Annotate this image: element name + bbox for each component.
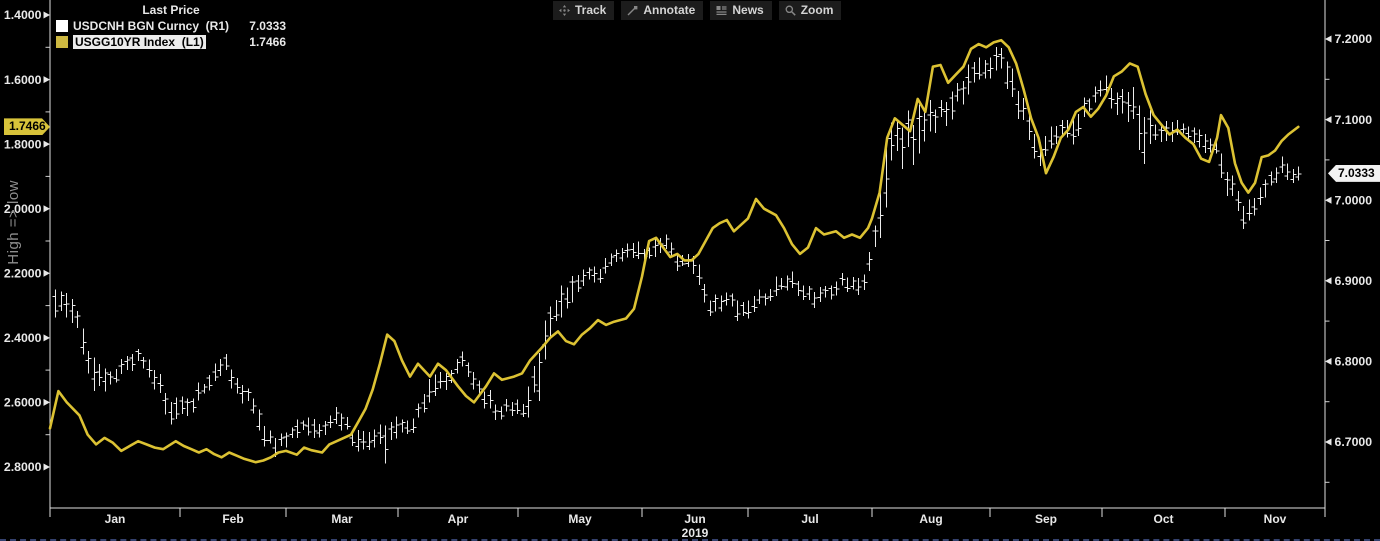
usgg10yr-last-value: 1.7466 bbox=[249, 35, 286, 49]
usdcnh-swatch bbox=[56, 20, 68, 32]
svg-text:2.4000: 2.4000 bbox=[4, 331, 42, 345]
svg-text:2.6000: 2.6000 bbox=[4, 396, 42, 410]
news-icon bbox=[716, 5, 727, 15]
svg-text:Nov: Nov bbox=[1264, 512, 1287, 526]
svg-text:Oct: Oct bbox=[1153, 512, 1173, 526]
legend-row-usdcnh[interactable]: USDCNH BGN Curncy (R1) 7.0333 bbox=[56, 18, 286, 34]
window-bottom-divider bbox=[0, 539, 1380, 541]
track-button[interactable]: Track bbox=[553, 1, 615, 20]
svg-text:7.0000: 7.0000 bbox=[1335, 193, 1373, 207]
usgg10yr-last-price-badge: 1.7466 bbox=[4, 118, 50, 136]
svg-text:2.8000: 2.8000 bbox=[4, 460, 42, 474]
svg-text:2019: 2019 bbox=[682, 526, 709, 540]
svg-text:Feb: Feb bbox=[222, 512, 243, 526]
svg-text:Jun: Jun bbox=[684, 512, 705, 526]
svg-text:May: May bbox=[568, 512, 592, 526]
news-button[interactable]: News bbox=[710, 1, 772, 20]
usgg10yr-line-series bbox=[48, 38, 1300, 464]
annotate-icon bbox=[627, 5, 638, 15]
svg-text:2.2000: 2.2000 bbox=[4, 267, 42, 281]
usgg10yr-label: USGG10YR Index (L1) bbox=[73, 35, 206, 49]
annotate-button[interactable]: Annotate bbox=[621, 1, 704, 20]
usdcnh-last-price-badge: 7.0333 bbox=[1328, 164, 1380, 182]
svg-text:Sep: Sep bbox=[1035, 512, 1057, 526]
svg-text:6.7000: 6.7000 bbox=[1335, 435, 1373, 449]
track-icon bbox=[559, 4, 570, 16]
chart-toolbar: Track Annotate News Zoom bbox=[553, 1, 842, 20]
svg-text:2.0000: 2.0000 bbox=[4, 202, 42, 216]
svg-text:6.9000: 6.9000 bbox=[1335, 274, 1373, 288]
svg-text:7.2000: 7.2000 bbox=[1335, 32, 1373, 46]
usgg10yr-swatch bbox=[56, 36, 68, 48]
svg-text:6.8000: 6.8000 bbox=[1335, 355, 1373, 369]
usdcnh-ohlc-series bbox=[52, 47, 1302, 464]
usdcnh-label: USDCNH BGN Curncy (R1) bbox=[73, 19, 230, 33]
svg-text:Jan: Jan bbox=[105, 512, 126, 526]
svg-text:Aug: Aug bbox=[919, 512, 942, 526]
svg-text:Mar: Mar bbox=[331, 512, 353, 526]
zoom-icon bbox=[785, 5, 796, 16]
svg-text:Jul: Jul bbox=[801, 512, 818, 526]
chart-legend: Last Price USDCNH BGN Curncy (R1) 7.0333… bbox=[56, 3, 286, 50]
svg-text:Apr: Apr bbox=[448, 512, 469, 526]
svg-text:7.1000: 7.1000 bbox=[1335, 113, 1373, 127]
legend-row-usgg10yr[interactable]: USGG10YR Index (L1) 1.7466 bbox=[56, 34, 286, 50]
svg-text:1.4000: 1.4000 bbox=[4, 8, 42, 22]
svg-text:1.8000: 1.8000 bbox=[4, 137, 42, 151]
left-axis-caption: High => low bbox=[5, 180, 22, 265]
svg-text:1.6000: 1.6000 bbox=[4, 73, 42, 87]
zoom-button[interactable]: Zoom bbox=[778, 1, 842, 20]
legend-title: Last Price bbox=[142, 3, 200, 17]
usdcnh-last-value: 7.0333 bbox=[249, 19, 286, 33]
